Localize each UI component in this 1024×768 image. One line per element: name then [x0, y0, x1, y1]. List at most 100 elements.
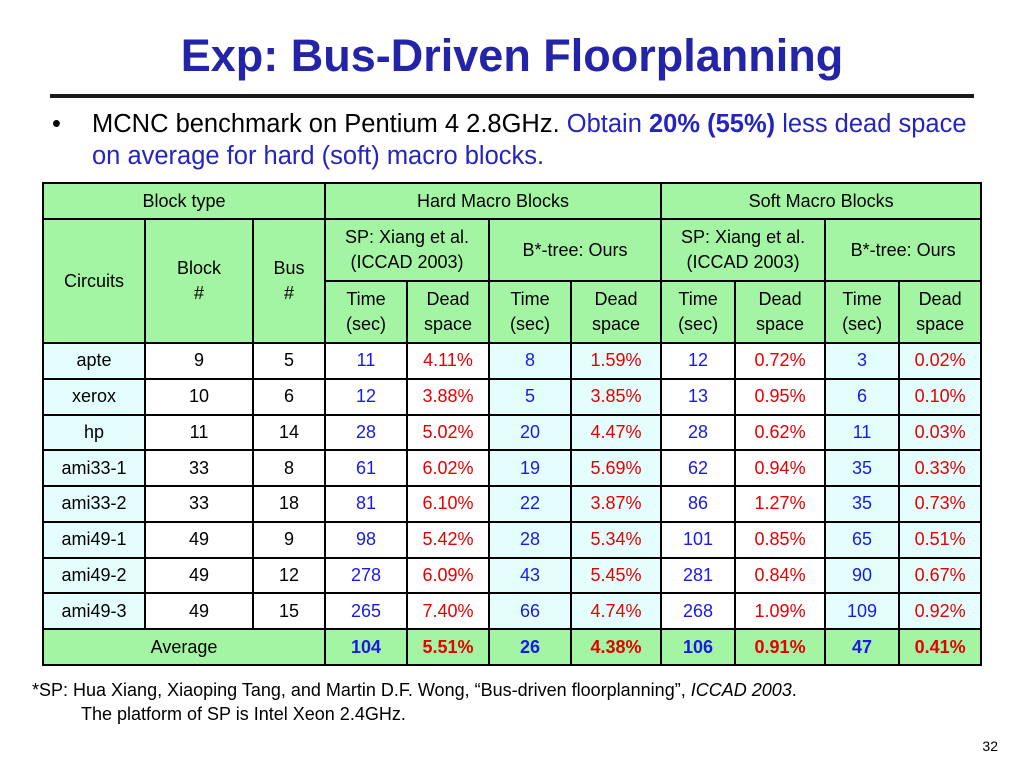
header-dead-space: Dead space	[570, 280, 663, 344]
cell-circuit: ami49-1	[42, 520, 146, 559]
bullet-text-blue: Obtain	[566, 110, 649, 138]
cell-dead: 0.72%	[734, 342, 827, 380]
cell-time: 19	[488, 449, 573, 487]
cell-time: 43	[488, 556, 573, 595]
avg-dead: 0.91%	[734, 628, 827, 666]
cell-time: 6	[824, 377, 901, 416]
cell-dead: 0.84%	[734, 556, 827, 595]
cell-dead: 0.10%	[898, 377, 983, 416]
cell-block: 33	[144, 485, 254, 523]
slide-title: Exp: Bus-Driven Floorplanning	[180, 30, 844, 81]
table-row: ami49-1 49 9 98 5.42% 28 5.34% 101 0.85%…	[42, 520, 983, 559]
cell-circuit: ami49-2	[42, 556, 146, 595]
cell-time: 20	[488, 413, 573, 452]
header-dead-space: Dead space	[734, 280, 827, 344]
cell-time: 65	[824, 520, 901, 559]
cell-dead: 5.02%	[406, 413, 491, 452]
cell-time: 265	[324, 592, 409, 630]
cell-time: 12	[324, 377, 409, 416]
avg-time: 26	[488, 628, 573, 666]
avg-time: 47	[824, 628, 901, 666]
cell-circuit: apte	[42, 342, 146, 380]
header-block-type: Block type	[41, 182, 327, 220]
cell-time: 35	[824, 485, 901, 523]
cell-circuit: ami33-2	[42, 485, 146, 523]
cell-time: 268	[660, 592, 737, 630]
cell-dead: 0.51%	[898, 520, 983, 559]
header-circuits: Circuits	[42, 218, 146, 344]
results-table: Block type Hard Macro Blocks Soft Macro …	[41, 182, 983, 666]
cell-time: 101	[660, 520, 737, 559]
cell-dead: 5.42%	[406, 520, 491, 559]
cell-dead: 0.95%	[734, 377, 827, 416]
footnote-line-1: *SP: Hua Xiang, Xiaoping Tang, and Marti…	[32, 680, 797, 700]
cell-dead: 0.33%	[898, 449, 983, 487]
avg-time: 106	[660, 628, 737, 666]
footnote-line-2: The platform of SP is Intel Xeon 2.4GHz.	[81, 704, 406, 724]
cell-bus: 5	[251, 342, 327, 380]
cell-dead: 0.92%	[898, 592, 983, 630]
cell-dead: 4.47%	[570, 413, 663, 452]
header-soft-bstar: B*-tree: Ours	[824, 218, 983, 282]
cell-dead: 6.02%	[406, 449, 491, 487]
cell-time: 62	[660, 449, 737, 487]
cell-dead: 4.11%	[406, 342, 491, 380]
title-divider	[50, 94, 974, 98]
cell-time: 12	[660, 342, 737, 380]
cell-time: 22	[488, 485, 573, 523]
header-bus-num: Bus #	[251, 218, 327, 344]
table-row: ami33-1 33 8 61 6.02% 19 5.69% 62 0.94% …	[42, 449, 983, 487]
cell-dead: 7.40%	[406, 592, 491, 630]
cell-block: 11	[144, 413, 254, 452]
header-time: Time (sec)	[824, 280, 901, 344]
header-soft-sp: SP: Xiang et al. (ICCAD 2003)	[660, 218, 827, 282]
bullet-text-black: MCNC benchmark on Pentium 4 2.8GHz.	[92, 110, 567, 138]
cell-dead: 0.03%	[898, 413, 983, 452]
bullet-dot-icon: •	[52, 110, 61, 138]
bullet-text-blue-end: less dead space on average for hard (sof…	[92, 110, 967, 170]
cell-dead: 0.73%	[898, 485, 983, 523]
header-time: Time (sec)	[324, 280, 409, 344]
cell-time: 28	[488, 520, 573, 559]
header-time: Time (sec)	[660, 280, 737, 344]
cell-dead: 0.62%	[734, 413, 827, 452]
page-number: 32	[982, 738, 998, 754]
footnote: *SP: Hua Xiang, Xiaoping Tang, and Marti…	[32, 678, 1012, 726]
header-dead-space: Dead space	[406, 280, 491, 344]
avg-dead: 5.51%	[406, 628, 491, 666]
table-row: ami49-3 49 15 265 7.40% 66 4.74% 268 1.0…	[42, 592, 983, 630]
table-row: ami33-2 33 18 81 6.10% 22 3.87% 86 1.27%…	[42, 485, 983, 523]
bullet-text: MCNC benchmark on Pentium 4 2.8GHz. Obta…	[92, 108, 992, 172]
cell-time: 86	[660, 485, 737, 523]
cell-bus: 18	[251, 485, 327, 523]
average-label: Average	[41, 628, 327, 666]
header-dead-space: Dead space	[898, 280, 983, 344]
cell-bus: 9	[251, 520, 327, 559]
table-row: ami49-2 49 12 278 6.09% 43 5.45% 281 0.8…	[42, 556, 983, 595]
cell-time: 61	[324, 449, 409, 487]
cell-block: 9	[144, 342, 254, 380]
cell-time: 81	[324, 485, 409, 523]
table-row: hp 11 14 28 5.02% 20 4.47% 28 0.62% 11 0…	[42, 413, 983, 452]
cell-block: 10	[144, 377, 254, 416]
cell-time: 109	[824, 592, 901, 630]
cell-time: 281	[660, 556, 737, 595]
cell-time: 8	[488, 342, 573, 380]
cell-dead: 5.69%	[570, 449, 663, 487]
cell-time: 3	[824, 342, 901, 380]
average-row: Average 104 5.51% 26 4.38% 106 0.91% 47 …	[41, 628, 983, 666]
table-row: apte 9 5 11 4.11% 8 1.59% 12 0.72% 3 0.0…	[42, 342, 983, 380]
cell-block: 49	[144, 556, 254, 595]
cell-block: 33	[144, 449, 254, 487]
cell-dead: 5.45%	[570, 556, 663, 595]
cell-dead: 0.94%	[734, 449, 827, 487]
cell-bus: 8	[251, 449, 327, 487]
header-block-num: Block #	[144, 218, 254, 344]
cell-dead: 3.85%	[570, 377, 663, 416]
cell-time: 35	[824, 449, 901, 487]
cell-dead: 1.59%	[570, 342, 663, 380]
cell-time: 28	[660, 413, 737, 452]
cell-time: 278	[324, 556, 409, 595]
cell-time: 13	[660, 377, 737, 416]
cell-dead: 3.88%	[406, 377, 491, 416]
